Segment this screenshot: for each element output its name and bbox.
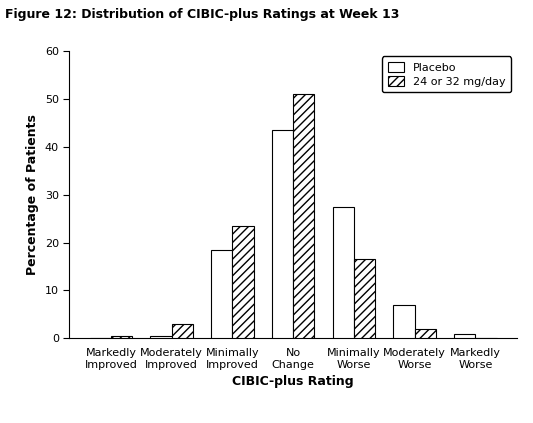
Bar <box>150 336 172 338</box>
Bar <box>333 206 354 338</box>
Bar <box>354 259 375 338</box>
Bar <box>211 250 232 338</box>
Bar <box>172 324 193 338</box>
Legend: Placebo, 24 or 32 mg/day: Placebo, 24 or 32 mg/day <box>382 56 512 92</box>
Bar <box>454 334 475 338</box>
Text: Figure 12: Distribution of CIBIC-plus Ratings at Week 13: Figure 12: Distribution of CIBIC-plus Ra… <box>5 8 400 22</box>
Bar <box>111 336 132 338</box>
Bar <box>272 130 293 338</box>
Bar <box>415 329 436 338</box>
Y-axis label: Percentage of Patients: Percentage of Patients <box>26 114 39 275</box>
Bar <box>293 94 314 338</box>
X-axis label: CIBIC-plus Rating: CIBIC-plus Rating <box>232 375 354 388</box>
Bar <box>232 226 254 338</box>
Bar <box>393 305 415 338</box>
